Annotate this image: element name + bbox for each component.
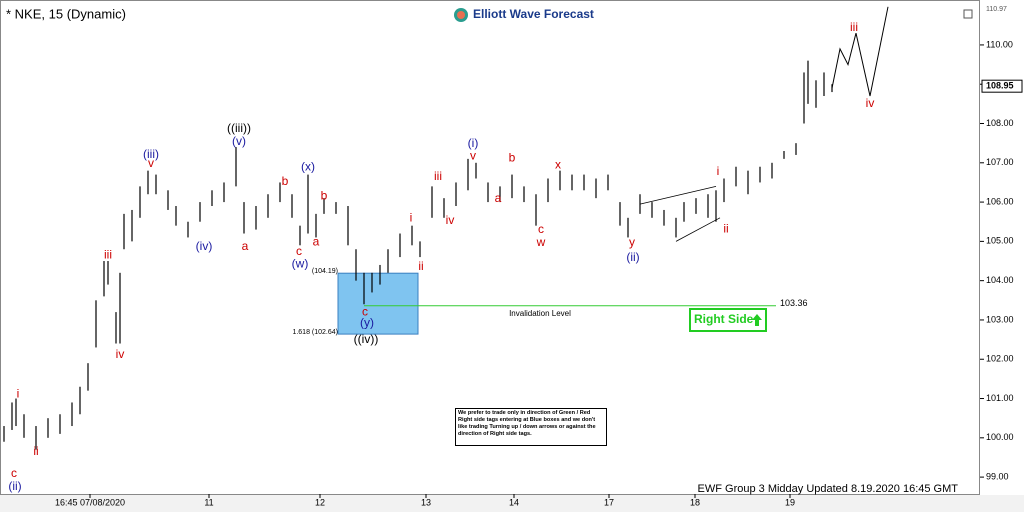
wave-label: b bbox=[282, 174, 289, 188]
top-price-label: 110.97 bbox=[986, 6, 1007, 13]
wave-label: y bbox=[629, 235, 635, 249]
right-side-tag bbox=[689, 308, 767, 332]
wave-label: v bbox=[148, 156, 154, 170]
wave-label: ii bbox=[33, 444, 38, 458]
wave-label: i bbox=[410, 210, 413, 224]
logo: Elliott Wave Forecast bbox=[473, 7, 594, 21]
x-tick-label: 18 bbox=[690, 497, 700, 507]
wave-label: a bbox=[242, 239, 249, 253]
trendline bbox=[639, 186, 717, 205]
wave-label: (ii) bbox=[8, 479, 21, 493]
wave-label: iv bbox=[866, 96, 875, 110]
chart-title: * NKE, 15 (Dynamic) bbox=[6, 6, 126, 21]
wave-label: c bbox=[11, 466, 17, 480]
wave-label: i bbox=[717, 164, 720, 178]
wave-label: c bbox=[362, 304, 368, 318]
plot-frame bbox=[0, 0, 980, 495]
x-tick-label: 19 bbox=[785, 497, 795, 507]
x-tick-label: 14 bbox=[509, 497, 519, 507]
projection-line bbox=[831, 6, 889, 97]
invalidation-text: Invalidation Level bbox=[509, 309, 571, 318]
y-tick-label: 99.00 bbox=[986, 471, 1009, 481]
y-tick-label: 101.00 bbox=[986, 393, 1014, 403]
wave-label: (i) bbox=[468, 136, 479, 150]
wave-label: ii bbox=[418, 259, 423, 273]
logo-icon-inner bbox=[457, 11, 465, 19]
wave-label: v bbox=[470, 148, 476, 162]
wave-label: (ii) bbox=[626, 250, 639, 264]
trendline bbox=[675, 217, 721, 242]
x-axis-band bbox=[0, 495, 1024, 512]
wave-label: iii bbox=[104, 247, 112, 261]
wave-label: ((iv)) bbox=[354, 332, 379, 346]
blue-box-label: 1.618 (102.64) bbox=[292, 329, 338, 336]
blue-box bbox=[337, 272, 419, 335]
wave-label: x bbox=[555, 157, 561, 171]
wave-label: (v) bbox=[232, 134, 246, 148]
wave-label: (x) bbox=[301, 159, 315, 173]
y-tick-label: 108.00 bbox=[986, 118, 1014, 128]
wave-label: a bbox=[313, 234, 320, 248]
wave-label: c bbox=[296, 244, 302, 258]
wave-label: iii bbox=[434, 169, 442, 183]
wave-label: w bbox=[536, 235, 546, 249]
wave-label: a bbox=[495, 191, 502, 205]
footer: EWF Group 3 Midday Updated 8.19.2020 16:… bbox=[698, 483, 959, 495]
wave-label: i bbox=[17, 386, 20, 400]
y-tick-label: 104.00 bbox=[986, 275, 1014, 285]
y-tick-label: 100.00 bbox=[986, 432, 1014, 442]
wave-label: ii bbox=[723, 221, 728, 235]
y-tick-label: 105.00 bbox=[986, 236, 1014, 246]
wave-label: (iv) bbox=[196, 239, 213, 253]
wave-label: ((iii)) bbox=[227, 121, 251, 135]
wave-label: b bbox=[509, 150, 516, 164]
blue-box-label: (104.19) bbox=[312, 268, 338, 275]
up-arrow bbox=[752, 314, 762, 326]
x-tick-label: 16:45 07/08/2020 bbox=[55, 497, 125, 507]
y-tick-label: 102.00 bbox=[986, 354, 1014, 364]
x-tick-label: 12 bbox=[315, 497, 325, 507]
wave-label: iv bbox=[446, 213, 455, 227]
wave-label: (iii) bbox=[143, 147, 159, 161]
x-tick-label: 13 bbox=[421, 497, 431, 507]
wave-label: iv bbox=[116, 347, 125, 361]
current-price-label: 108.95 bbox=[986, 81, 1014, 91]
y-tick-label: 110.00 bbox=[986, 39, 1013, 49]
invalidation-value: 103.36 bbox=[780, 298, 808, 308]
current-price-box bbox=[981, 79, 1023, 93]
y-tick-label: 103.00 bbox=[986, 314, 1014, 324]
right-side-text: Right Side bbox=[694, 312, 754, 326]
disclaimer: We prefer to trade only in direction of … bbox=[455, 408, 607, 446]
wave-label: b bbox=[321, 188, 328, 202]
wave-label: iii bbox=[850, 20, 858, 34]
chart-icon bbox=[963, 9, 973, 19]
wave-label: (w) bbox=[292, 256, 309, 270]
y-tick-label: 106.00 bbox=[986, 196, 1014, 206]
wave-label: (y) bbox=[360, 315, 374, 329]
wave-label: c bbox=[538, 222, 544, 236]
x-tick-label: 11 bbox=[204, 497, 213, 507]
x-tick-label: 17 bbox=[604, 497, 614, 507]
y-tick-label: 107.00 bbox=[986, 157, 1014, 167]
